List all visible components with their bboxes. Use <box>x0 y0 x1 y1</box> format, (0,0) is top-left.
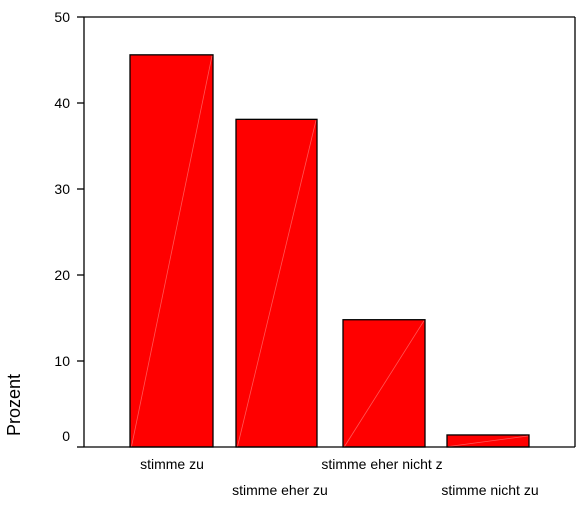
x-tick-label-3: stimme eher nicht z <box>321 456 442 472</box>
y-axis-title: Prozent <box>4 374 24 436</box>
y-tick-label-40: 40 <box>54 95 70 111</box>
y-tick-label-50: 50 <box>54 9 70 25</box>
y-tick-label-30: 30 <box>54 181 70 197</box>
y-tick-label-10: 10 <box>54 353 70 369</box>
bar-4-highlight <box>448 435 529 447</box>
y-tick-label-0: 0 <box>62 428 70 444</box>
x-tick-label-2: stimme eher zu <box>232 482 328 498</box>
bar-1-highlight <box>131 55 213 447</box>
x-tick-label-1: stimme zu <box>140 456 204 472</box>
y-tick-label-20: 20 <box>54 267 70 283</box>
bars <box>129 54 530 448</box>
x-tick-label-4: stimme nicht zu <box>441 482 538 498</box>
labels: 0 10 20 30 40 50 stimme zu stimme eher zu stimme… <box>54 9 538 498</box>
axes <box>77 16 576 448</box>
bar-2-highlight <box>237 120 317 447</box>
bar-3-highlight <box>344 320 425 447</box>
